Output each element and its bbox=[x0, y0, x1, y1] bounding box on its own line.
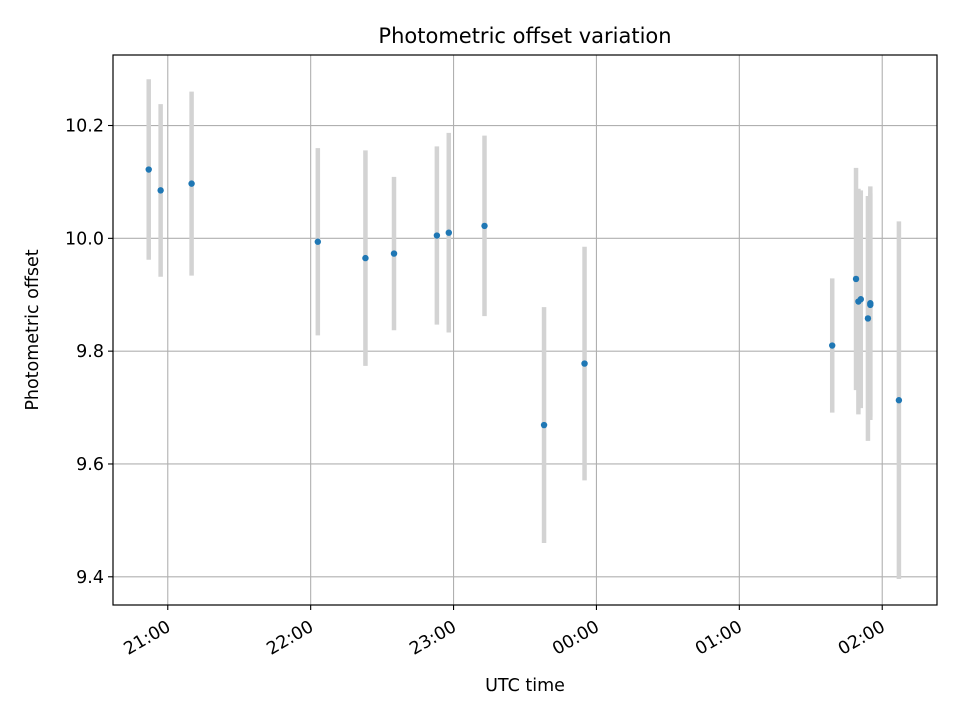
y-tick-label: 10.2 bbox=[65, 117, 104, 137]
chart-title: Photometric offset variation bbox=[378, 24, 671, 48]
y-tick-label: 9.8 bbox=[76, 342, 104, 362]
y-tick-label: 9.6 bbox=[76, 455, 104, 475]
data-point bbox=[188, 180, 195, 187]
data-point bbox=[362, 254, 369, 262]
data-point bbox=[390, 250, 398, 257]
data-point bbox=[895, 397, 903, 404]
data-point bbox=[481, 222, 488, 230]
data-point bbox=[829, 342, 836, 349]
x-axis-label: UTC time bbox=[485, 676, 565, 696]
y-axis: 9.4 9.6 9.8 10.0 10.2 bbox=[65, 117, 113, 588]
data-points bbox=[145, 166, 903, 429]
data-point bbox=[540, 421, 548, 429]
plot-frame bbox=[112, 54, 938, 606]
data-point bbox=[314, 238, 322, 245]
data-point bbox=[852, 275, 860, 283]
grid-lines bbox=[113, 55, 937, 605]
data-point bbox=[145, 166, 152, 173]
data-point bbox=[581, 360, 588, 367]
plot-area-background bbox=[113, 55, 937, 605]
y-tick-label: 9.4 bbox=[76, 568, 104, 588]
data-point bbox=[867, 301, 874, 309]
data-point bbox=[864, 315, 872, 322]
y-tick-label: 10.0 bbox=[65, 229, 104, 249]
y-axis-label: Photometric offset bbox=[23, 249, 43, 410]
data-point bbox=[157, 187, 164, 194]
data-point bbox=[857, 296, 864, 303]
data-point bbox=[445, 229, 452, 236]
data-point bbox=[433, 232, 441, 239]
